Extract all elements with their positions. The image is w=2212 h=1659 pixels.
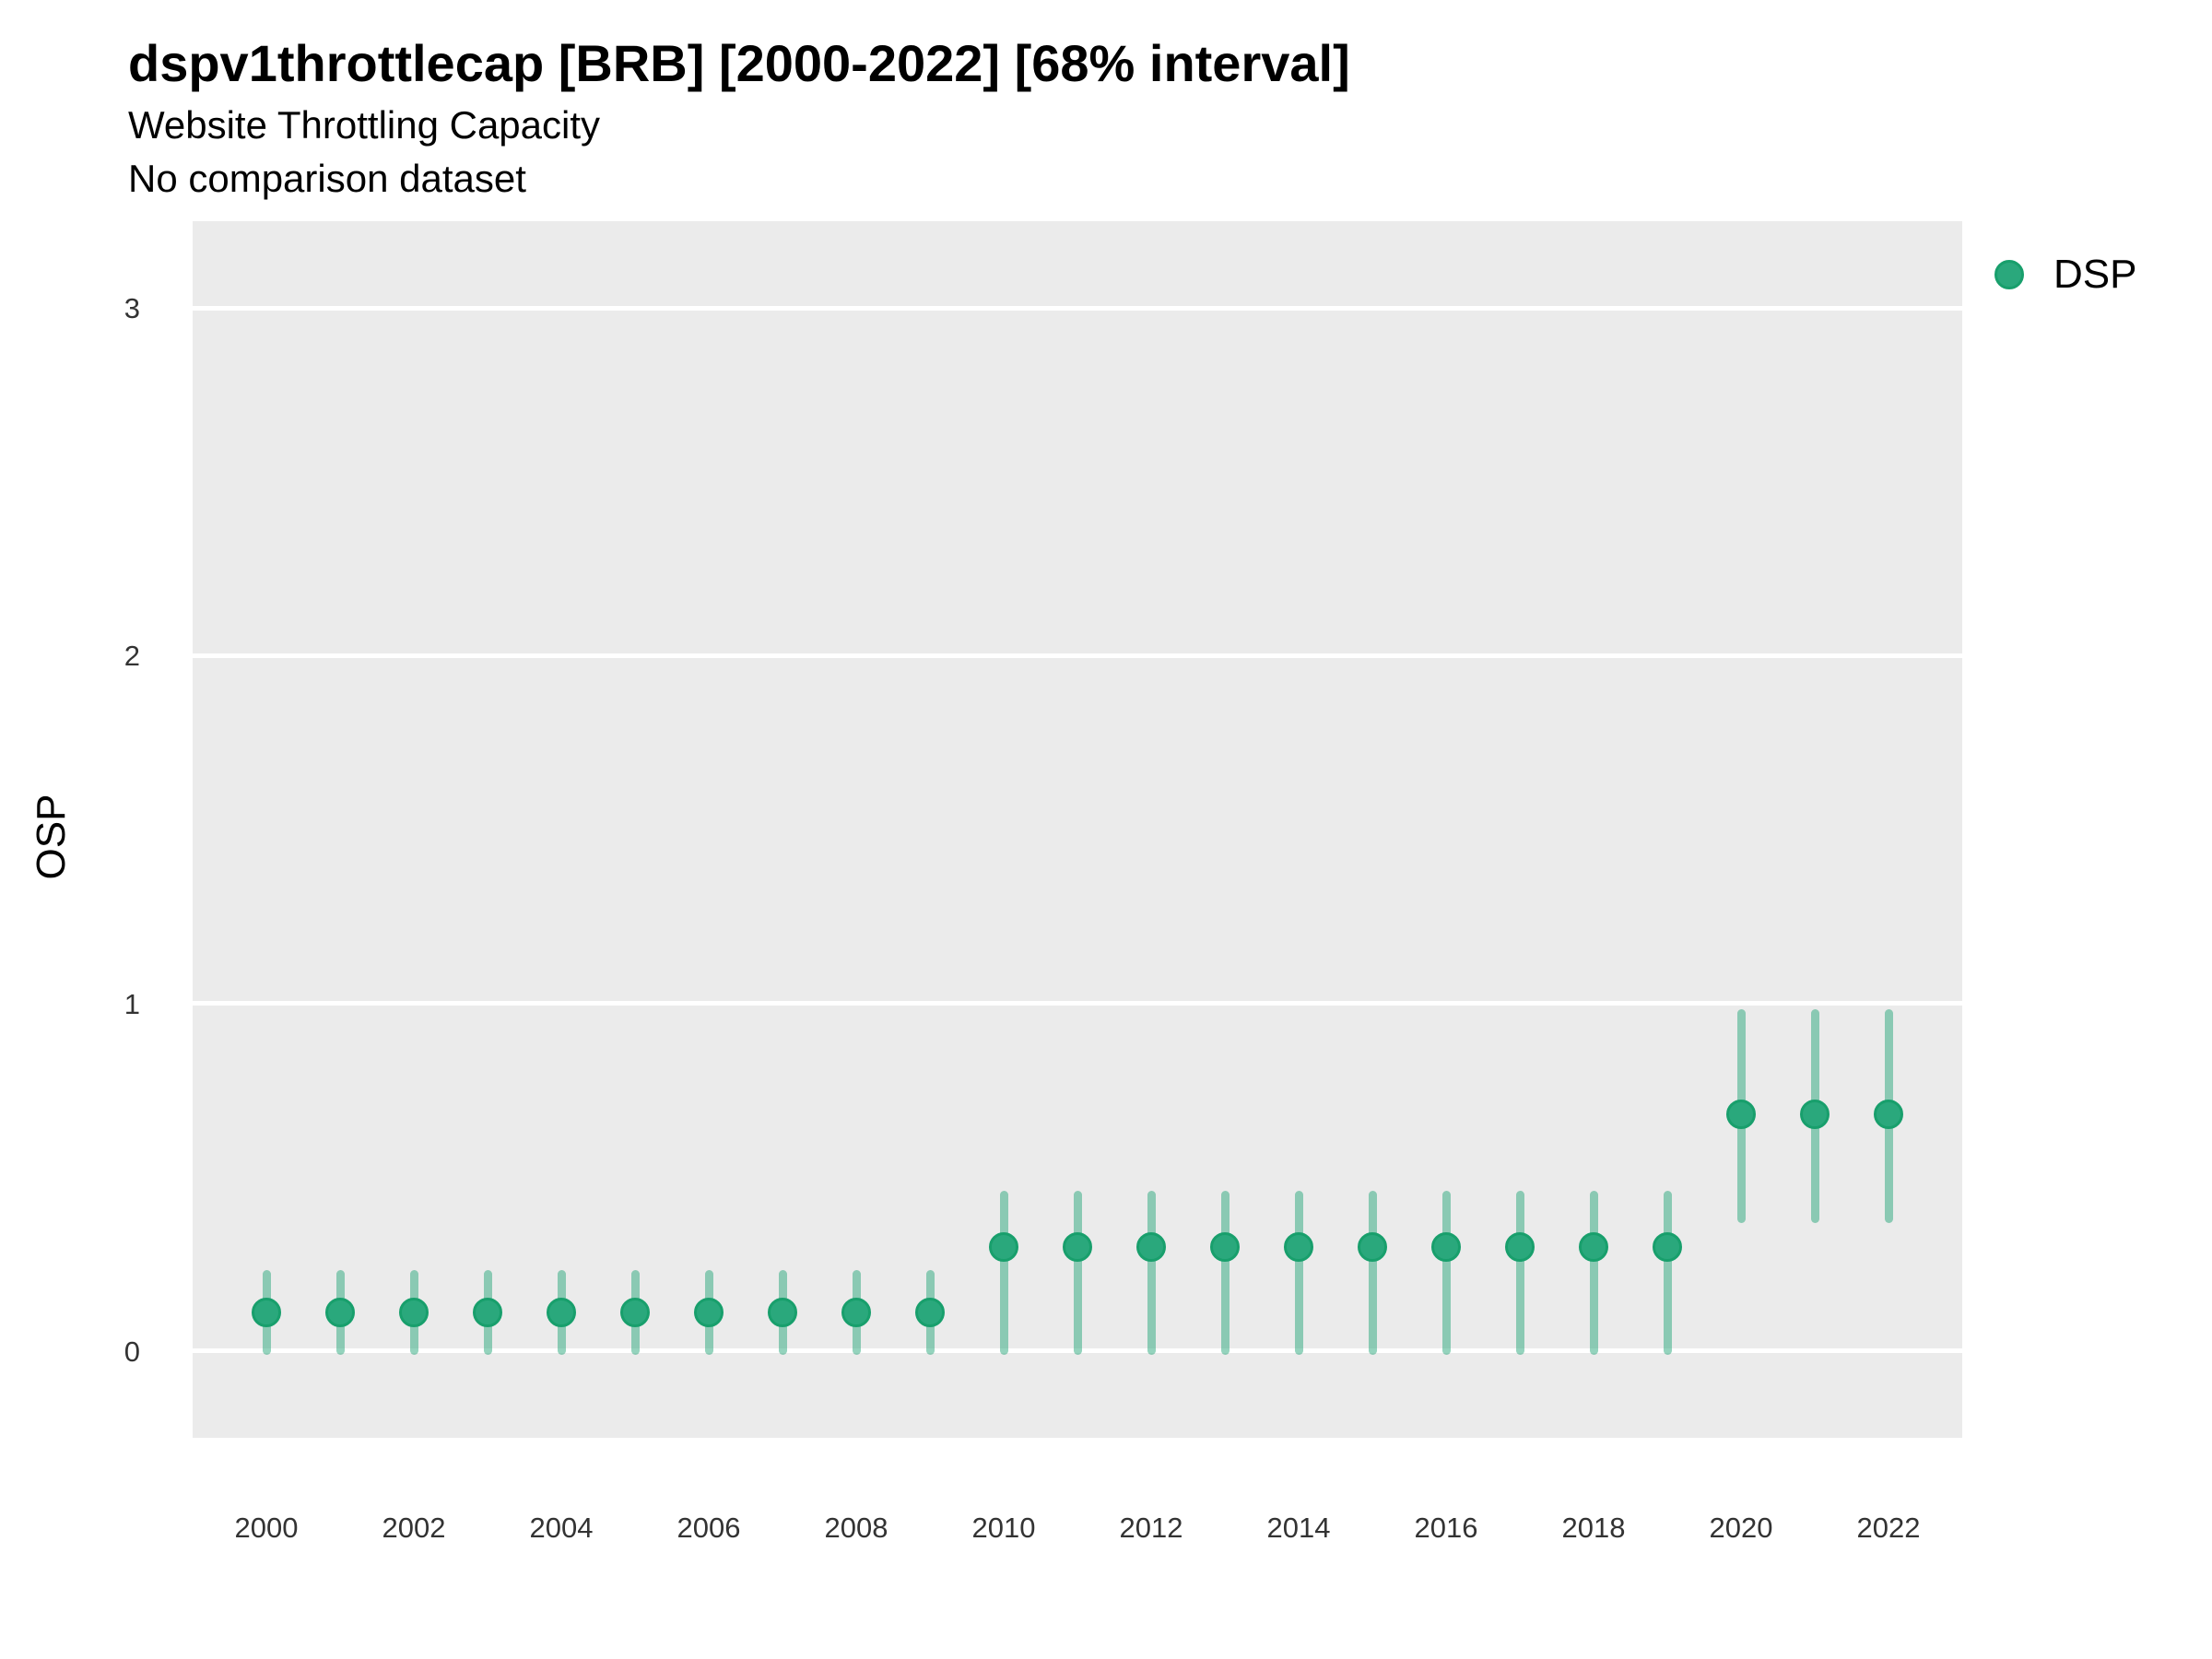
chart-comparison-note: No comparison dataset [128,157,526,200]
interval-bar-2018 [1589,1190,1598,1356]
x-tick-label-2014: 2014 [1266,1512,1331,1544]
x-tick-label-2010: 2010 [971,1512,1036,1544]
data-point-2003 [473,1298,502,1328]
data-point-2008 [841,1298,871,1328]
x-tick-label-2018: 2018 [1561,1512,1626,1544]
gridline-y-2 [193,653,1962,658]
data-point-2012 [1136,1231,1166,1262]
x-tick-label-2004: 2004 [529,1512,594,1544]
interval-bar-2011 [1073,1190,1082,1356]
x-tick-label-2008: 2008 [824,1512,888,1544]
interval-bar-2010 [999,1190,1008,1356]
data-point-2007 [768,1298,797,1328]
data-point-2002 [399,1298,429,1328]
x-tick-label-2006: 2006 [677,1512,741,1544]
interval-bar-2017 [1515,1190,1524,1356]
legend-dot-dsp [1994,260,2024,289]
data-point-2001 [325,1298,355,1328]
interval-bar-2019 [1663,1190,1672,1356]
interval-bar-2012 [1147,1190,1156,1356]
x-tick-label-2002: 2002 [382,1512,446,1544]
x-tick-label-2000: 2000 [234,1512,299,1544]
y-tick-label-3: 3 [124,292,140,325]
y-tick-label-1: 1 [124,987,140,1020]
data-point-2022 [1874,1100,1903,1130]
interval-bar-2015 [1368,1190,1377,1356]
x-tick-label-2022: 2022 [1856,1512,1921,1544]
data-point-2017 [1505,1231,1535,1262]
data-point-2004 [547,1298,576,1328]
chart-title: dspv1throttlecap [BRB] [2000-2022] [68% … [128,34,1350,92]
legend: DSP [1994,254,2136,295]
x-tick-label-2020: 2020 [1709,1512,1773,1544]
data-point-2000 [252,1298,281,1328]
data-point-2020 [1726,1100,1756,1130]
data-point-2006 [694,1298,724,1328]
y-tick-label-2: 2 [124,640,140,673]
data-point-2021 [1800,1100,1830,1130]
data-point-2016 [1431,1231,1461,1262]
data-point-2005 [620,1298,650,1328]
data-point-2011 [1063,1231,1092,1262]
y-axis-title: OSP [29,794,74,880]
data-point-2018 [1579,1231,1608,1262]
interval-bar-2016 [1441,1190,1451,1356]
y-tick-label-0: 0 [124,1335,140,1368]
data-point-2019 [1653,1231,1682,1262]
gridline-y-1 [193,1001,1962,1006]
data-point-2014 [1284,1231,1313,1262]
data-point-2010 [989,1231,1018,1262]
interval-bar-2014 [1294,1190,1303,1356]
data-point-2009 [915,1298,945,1328]
gridline-y-3 [193,305,1962,311]
legend-label-dsp: DSP [2053,252,2137,297]
data-point-2013 [1210,1231,1240,1262]
x-tick-label-2012: 2012 [1119,1512,1183,1544]
x-tick-label-2016: 2016 [1414,1512,1478,1544]
interval-bar-2013 [1220,1190,1230,1356]
chart-subtitle: Website Throttling Capacity [128,103,601,147]
data-point-2015 [1358,1231,1387,1262]
